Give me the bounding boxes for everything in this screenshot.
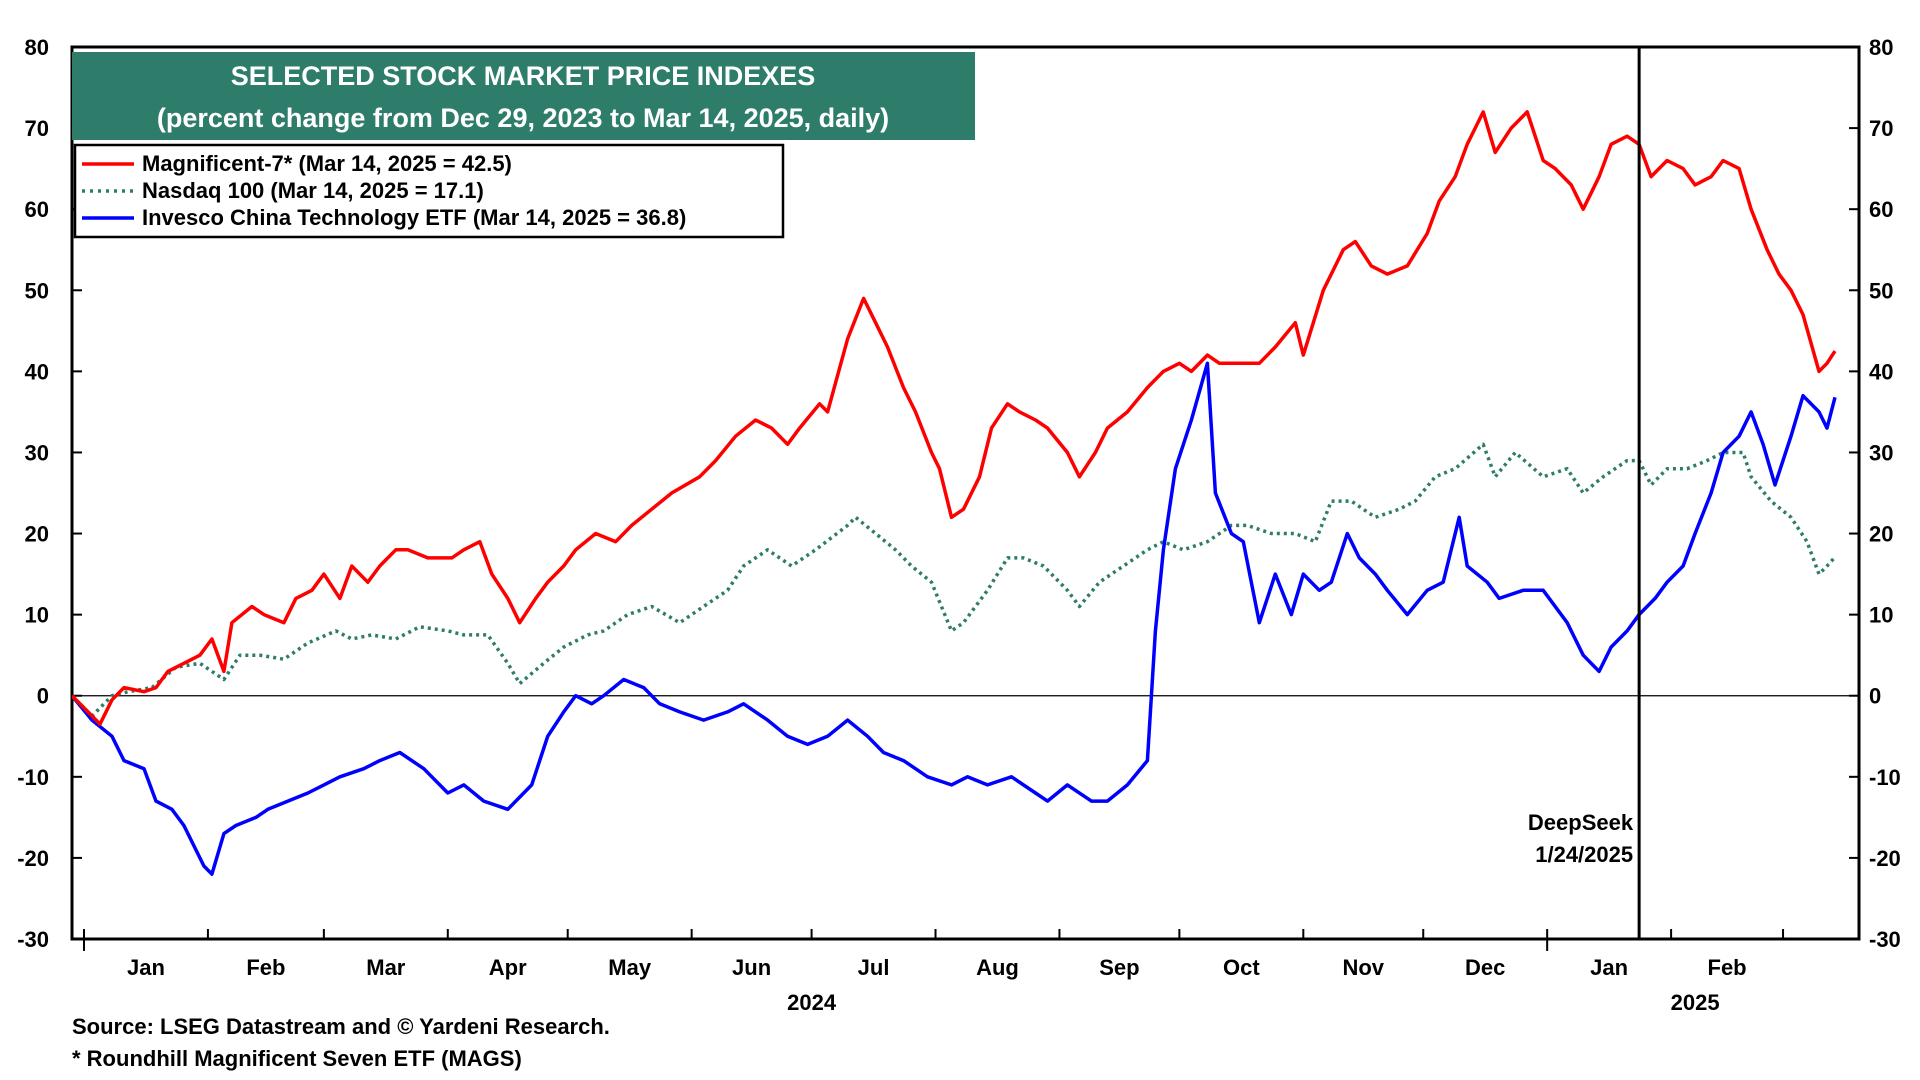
title-box: [72, 52, 975, 140]
month-label: Nov: [1342, 955, 1384, 980]
legend-label-magnificent-7: Magnificent-7* (Mar 14, 2025 = 42.5): [142, 151, 512, 176]
asterisk-footnote: * Roundhill Magnificent Seven ETF (MAGS): [72, 1046, 522, 1071]
y-tick-label-left: -20: [17, 846, 49, 871]
month-label: Dec: [1465, 955, 1505, 980]
y-tick-label-right: 30: [1869, 440, 1893, 465]
y-tick-label-left: 20: [25, 522, 49, 547]
y-tick-label-left: -30: [17, 927, 49, 952]
legend-label-nasdaq-100: Nasdaq 100 (Mar 14, 2025 = 17.1): [142, 178, 484, 203]
y-tick-label-right: 40: [1869, 359, 1893, 384]
y-tick-label-left: 30: [25, 440, 49, 465]
y-tick-label-left: 50: [25, 278, 49, 303]
month-label: Feb: [1708, 955, 1747, 980]
series-group: [72, 110, 1837, 876]
deepseek-label: DeepSeek: [1528, 810, 1634, 835]
month-label: Aug: [976, 955, 1019, 980]
series-line-china-tech-etf: [72, 361, 1837, 876]
deepseek-date-label: 1/24/2025: [1535, 842, 1633, 867]
y-axis-right: -30 -20 -10 0 10 20 30 40 50 60 70 80: [1849, 35, 1901, 952]
y-tick-label-right: -20: [1869, 846, 1901, 871]
legend: Magnificent-7* (Mar 14, 2025 = 42.5) Nas…: [73, 143, 785, 239]
y-tick-label-right: -10: [1869, 765, 1901, 790]
y-tick-label-right: -30: [1869, 927, 1901, 952]
y-axis-left: -30 -20 -10 0 10 20 30 40 50 60 70 80: [17, 35, 82, 952]
y-tick-label-left: 40: [25, 359, 49, 384]
month-label: Mar: [366, 955, 406, 980]
year-label: 2024: [787, 990, 837, 1015]
y-tick-label-left: 60: [25, 197, 49, 222]
series-line-nasdaq-100: [72, 442, 1837, 718]
month-label: Oct: [1223, 955, 1260, 980]
series-line-magnificent-7: [72, 110, 1837, 726]
y-tick-label-right: 20: [1869, 522, 1893, 547]
month-label: Sep: [1099, 955, 1139, 980]
y-tick-label-right: 10: [1869, 603, 1893, 628]
month-label: Jul: [858, 955, 890, 980]
month-label: Apr: [489, 955, 527, 980]
month-label: May: [608, 955, 652, 980]
chart-title: SELECTED STOCK MARKET PRICE INDEXES: [231, 61, 816, 91]
y-tick-label-right: 50: [1869, 278, 1893, 303]
y-tick-label-left: 80: [25, 35, 49, 60]
y-tick-label-right: 60: [1869, 197, 1893, 222]
chart-subtitle: (percent change from Dec 29, 2023 to Mar…: [157, 103, 889, 133]
y-tick-label-right: 80: [1869, 35, 1893, 60]
y-tick-label-left: 0: [37, 684, 49, 709]
y-tick-label-right: 70: [1869, 116, 1893, 141]
y-tick-label-left: 10: [25, 603, 49, 628]
y-tick-label-left: 70: [25, 116, 49, 141]
month-label: Feb: [246, 955, 285, 980]
x-axis: Jan Feb Mar Apr May Jun Jul Aug Sep Oct Nov Dec Jan F…: [82, 929, 1785, 1015]
month-label: Jan: [1590, 955, 1628, 980]
month-label: Jun: [732, 955, 771, 980]
y-tick-label-right: 0: [1869, 684, 1881, 709]
y-tick-label-left: -10: [17, 765, 49, 790]
month-label: Jan: [127, 955, 165, 980]
legend-label-china-tech-etf: Invesco China Technology ETF (Mar 14, 20…: [142, 205, 686, 230]
source-footnote: Source: LSEG Datastream and © Yardeni Re…: [72, 1014, 610, 1039]
year-label: 2025: [1671, 990, 1720, 1015]
legend-box: [73, 143, 785, 239]
